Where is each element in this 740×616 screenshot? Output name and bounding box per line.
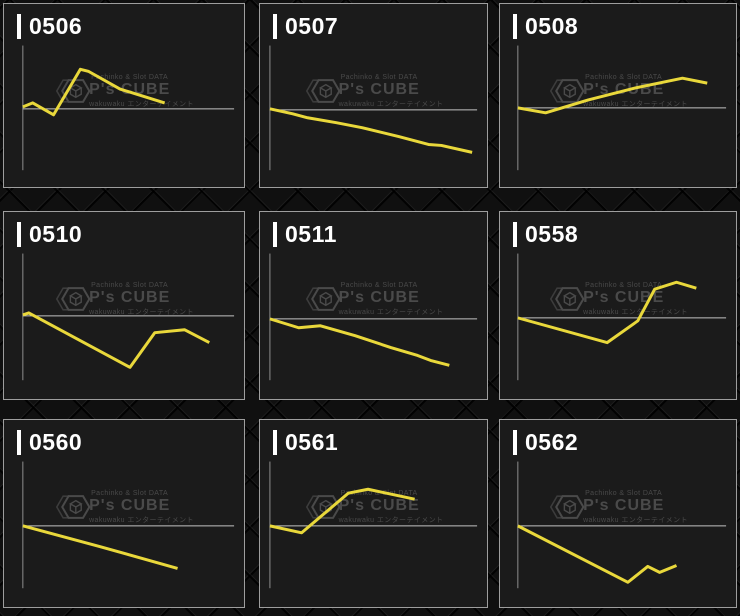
machine-panel-0506[interactable]: Pachinko & Slot DATA P's CUBE wakuwaku エ… (3, 3, 245, 188)
watermark: Pachinko & Slot DATA P's CUBE wakuwaku エ… (548, 282, 688, 317)
machine-label: 0561 (273, 430, 338, 455)
watermark-bottom-text: wakuwaku エンターテイメント (583, 516, 688, 524)
ps-cube-hexagon-icon (304, 285, 342, 313)
ps-cube-hexagon-icon (304, 493, 342, 521)
machine-number: 0506 (29, 13, 83, 39)
machine-panel-0561[interactable]: Pachinko & Slot DATA P's CUBE wakuwaku エ… (259, 419, 488, 608)
ps-cube-hexagon-icon (548, 493, 586, 521)
machine-label: 0558 (513, 222, 578, 247)
machine-number: 0511 (285, 221, 337, 247)
machine-number: 0561 (285, 429, 339, 455)
watermark: Pachinko & Slot DATA P's CUBE wakuwaku エ… (54, 74, 194, 109)
machine-label: 0510 (17, 222, 82, 247)
ps-cube-hexagon-icon (548, 77, 586, 105)
watermark-brand: P's CUBE (89, 81, 171, 98)
label-marker-icon (17, 430, 21, 455)
watermark-bottom-text: wakuwaku エンターテイメント (338, 516, 444, 524)
label-marker-icon (513, 222, 517, 247)
watermark: Pachinko & Slot DATA P's CUBE wakuwaku エ… (304, 490, 444, 525)
watermark-bottom-text: wakuwaku エンターテイメント (89, 308, 194, 316)
slump-graph (517, 461, 727, 589)
watermark-bottom-text: wakuwaku エンターテイメント (89, 100, 194, 108)
slump-graph (517, 45, 727, 171)
watermark-bottom-text: wakuwaku エンターテイメント (338, 100, 444, 108)
watermark-top-text: Pachinko & Slot DATA (585, 490, 663, 497)
slump-graph (22, 461, 235, 589)
machine-panel-0511[interactable]: Pachinko & Slot DATA P's CUBE wakuwaku エ… (259, 211, 488, 400)
watermark: Pachinko & Slot DATA P's CUBE wakuwaku エ… (54, 282, 194, 317)
label-marker-icon (273, 14, 277, 39)
label-marker-icon (17, 14, 21, 39)
watermark-bottom-text: wakuwaku エンターテイメント (583, 100, 688, 108)
machine-number: 0558 (525, 221, 579, 247)
watermark: Pachinko & Slot DATA P's CUBE wakuwaku エ… (548, 74, 688, 109)
label-marker-icon (273, 430, 277, 455)
watermark-top-text: Pachinko & Slot DATA (585, 282, 663, 289)
watermark-top-text: Pachinko & Slot DATA (91, 282, 169, 289)
machine-number: 0560 (29, 429, 83, 455)
watermark-brand: P's CUBE (583, 497, 665, 514)
watermark-brand: P's CUBE (89, 497, 171, 514)
machine-panel-0508[interactable]: Pachinko & Slot DATA P's CUBE wakuwaku エ… (499, 3, 737, 188)
slump-graph (269, 253, 478, 381)
machine-number: 0508 (525, 13, 579, 39)
slump-graph (269, 45, 478, 171)
slump-graph (269, 461, 478, 589)
watermark-top-text: Pachinko & Slot DATA (340, 74, 418, 81)
watermark-bottom-text: wakuwaku エンターテイメント (338, 308, 444, 316)
watermark-top-text: Pachinko & Slot DATA (91, 74, 169, 81)
watermark-top-text: Pachinko & Slot DATA (340, 490, 418, 497)
label-marker-icon (273, 222, 277, 247)
slump-graph (22, 45, 235, 171)
label-marker-icon (513, 14, 517, 39)
slump-graph (22, 253, 235, 381)
watermark-brand: P's CUBE (338, 497, 420, 514)
watermark-brand: P's CUBE (338, 289, 420, 306)
machine-label: 0507 (273, 14, 338, 39)
machine-number: 0510 (29, 221, 83, 247)
watermark-bottom-text: wakuwaku エンターテイメント (583, 308, 688, 316)
ps-cube-hexagon-icon (304, 77, 342, 105)
ps-cube-hexagon-icon (54, 493, 92, 521)
machine-panel-0558[interactable]: Pachinko & Slot DATA P's CUBE wakuwaku エ… (499, 211, 737, 400)
slump-graph (517, 253, 727, 381)
machine-panel-0510[interactable]: Pachinko & Slot DATA P's CUBE wakuwaku エ… (3, 211, 245, 400)
machine-label: 0511 (273, 222, 337, 247)
label-marker-icon (513, 430, 517, 455)
machine-panel-0560[interactable]: Pachinko & Slot DATA P's CUBE wakuwaku エ… (3, 419, 245, 608)
machine-label: 0506 (17, 14, 82, 39)
watermark-top-text: Pachinko & Slot DATA (340, 282, 418, 289)
watermark-top-text: Pachinko & Slot DATA (585, 74, 663, 81)
label-marker-icon (17, 222, 21, 247)
watermark: Pachinko & Slot DATA P's CUBE wakuwaku エ… (304, 282, 444, 317)
watermark-bottom-text: wakuwaku エンターテイメント (89, 516, 194, 524)
machine-label: 0560 (17, 430, 82, 455)
watermark-brand: P's CUBE (338, 81, 420, 98)
watermark-top-text: Pachinko & Slot DATA (91, 490, 169, 497)
machine-number: 0507 (285, 13, 339, 39)
machine-label: 0562 (513, 430, 578, 455)
machine-label: 0508 (513, 14, 578, 39)
machine-panel-0562[interactable]: Pachinko & Slot DATA P's CUBE wakuwaku エ… (499, 419, 737, 608)
machine-panel-0507[interactable]: Pachinko & Slot DATA P's CUBE wakuwaku エ… (259, 3, 488, 188)
watermark-brand: P's CUBE (583, 289, 665, 306)
ps-cube-hexagon-icon (548, 285, 586, 313)
watermark-brand: P's CUBE (89, 289, 171, 306)
watermark: Pachinko & Slot DATA P's CUBE wakuwaku エ… (54, 490, 194, 525)
watermark: Pachinko & Slot DATA P's CUBE wakuwaku エ… (304, 74, 444, 109)
watermark: Pachinko & Slot DATA P's CUBE wakuwaku エ… (548, 490, 688, 525)
ps-cube-hexagon-icon (54, 285, 92, 313)
machine-number: 0562 (525, 429, 579, 455)
